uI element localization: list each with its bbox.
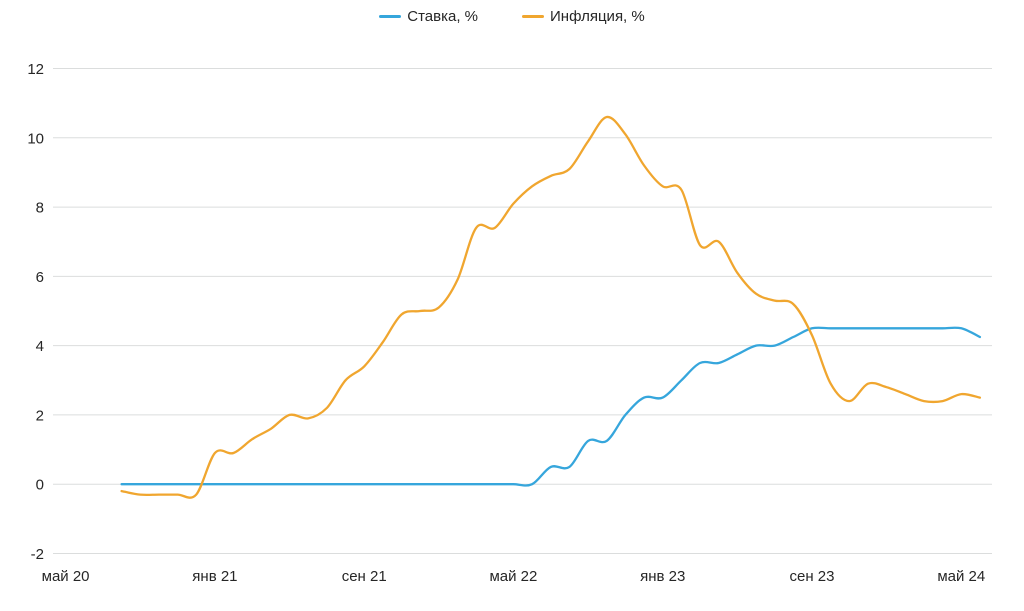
legend-item-inflation: Инфляция, %: [522, 8, 645, 25]
y-tick-label: 6: [36, 269, 44, 286]
y-tick-label: 4: [36, 338, 44, 355]
x-tick-label: янв 23: [640, 568, 685, 585]
x-tick-label: май 22: [489, 568, 537, 585]
x-tick-label: сен 23: [790, 568, 835, 585]
y-tick-label: 0: [36, 477, 44, 494]
rate-line: [120, 326, 982, 487]
y-tick-label: 12: [27, 61, 44, 78]
inflation-line: [120, 115, 982, 499]
legend-item-rate: Ставка, %: [379, 8, 478, 25]
x-tick-label: май 24: [937, 568, 985, 585]
rate-line-swatch-icon: [379, 15, 402, 18]
legend-label-rate: Ставка, %: [407, 8, 479, 25]
y-tick-label: 2: [36, 407, 44, 424]
chart-legend: Ставка, % Инфляция, %: [0, 8, 1024, 25]
x-tick-label: май 20: [42, 568, 90, 585]
y-tick-label: -2: [31, 546, 44, 563]
x-tick-label: сен 21: [342, 568, 387, 585]
x-tick-label: янв 21: [192, 568, 237, 585]
inflation-line-swatch-icon: [522, 15, 545, 18]
y-tick-label: 8: [36, 200, 44, 217]
y-tick-label: 10: [27, 130, 44, 147]
legend-label-inflation: Инфляция, %: [550, 8, 645, 25]
